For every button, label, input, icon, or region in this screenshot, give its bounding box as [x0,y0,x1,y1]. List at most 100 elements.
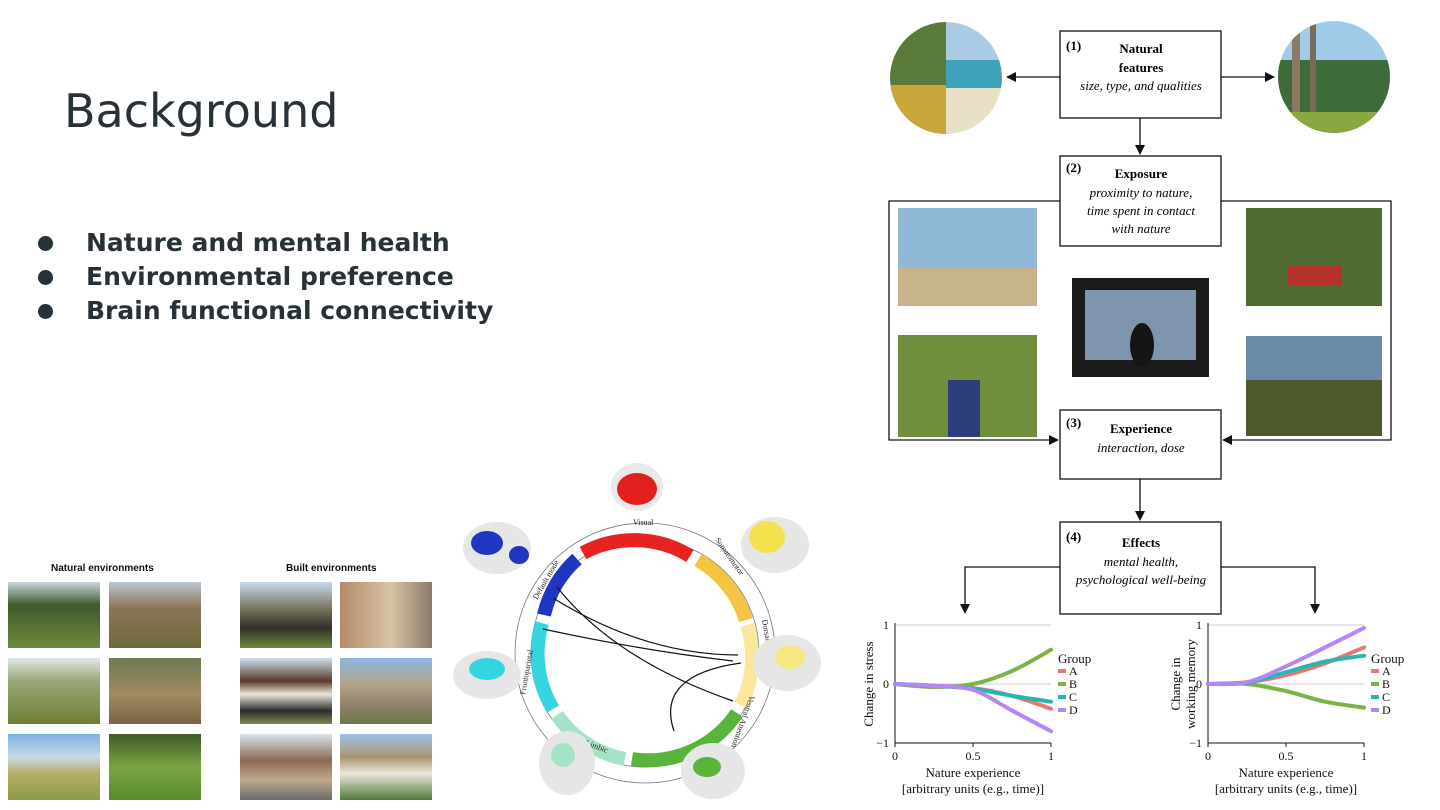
built-photo [340,734,432,800]
box-title: Exposure [1115,166,1168,181]
legend-label: A [1069,664,1078,678]
natural-features-box [1059,30,1222,119]
x-tick-label: 0 [892,749,898,763]
nature-model-diagram: (1) Natural features size, type, and qua… [888,21,1392,615]
built-photo [240,582,332,648]
box-title: Natural [1119,41,1163,56]
x-axis-label: Nature experience [926,765,1021,780]
built-environments-label: Built environments [286,563,377,574]
built-photo [340,658,432,724]
box-number: (3) [1066,415,1081,430]
exposure-left-connector [888,200,1060,445]
y-tick-label: −1 [876,736,889,750]
y-tick-label: 1 [883,618,889,632]
built-photo [340,582,432,648]
built-photo [240,658,332,724]
box-subtitle: interaction, dose [1097,440,1185,455]
network-label: Visual [633,518,654,527]
legend-label: C [1069,690,1077,704]
series-line-d [893,682,1053,734]
bullet-dot-icon [38,304,53,319]
legend-title: Group [1371,651,1404,666]
series-line-c [1206,653,1366,687]
exposure-right-connector [1221,200,1392,445]
bullet-list: Nature and mental health Environmental p… [36,226,493,328]
box-title: features [1119,60,1164,75]
natural-environments-label: Natural environments [51,563,154,574]
y-tick-label: −1 [1189,736,1202,750]
arrow-to-memory-chart [1221,566,1320,614]
legend-label: C [1382,690,1390,704]
box-subtitle: with nature [1111,221,1170,236]
dorsal-attention-brain-image [753,635,821,691]
exposure-box [1059,155,1222,247]
natural-photo [8,734,100,800]
y-tick-label: 1 [1196,618,1202,632]
default-mode-network-arc [537,553,582,617]
frontoparietal-network-arc [530,621,560,713]
box-title: Effects [1122,535,1160,550]
x-tick-label: 1 [1048,749,1054,763]
legend-label: B [1069,677,1077,691]
x-axis-label: [arbitrary units (e.g., time)] [902,781,1044,796]
box-subtitle: psychological well-being [1075,572,1207,587]
slide-title: Background [64,84,339,138]
box-subtitle: size, type, and qualities [1080,78,1202,93]
box-subtitle: time spent in contact [1087,203,1195,218]
legend-label: A [1382,664,1391,678]
bullet-dot-icon [38,270,53,285]
bullet-item: Brain functional connectivity [36,294,493,328]
natural-features-photo-left [890,22,1002,134]
visual-network-arc [579,533,694,563]
natural-photo [109,658,201,724]
somatomotor-network-arc [694,553,753,623]
y-tick-label: 0 [883,677,889,691]
x-tick-label: 1 [1361,749,1367,763]
frontoparietal-brain-image [453,651,521,699]
y-tick-label: 0 [1196,677,1202,691]
natural-features-photo-right [1278,21,1390,133]
dorsal-attention-network-arc [734,622,760,709]
somatomotor-brain-image [741,517,809,573]
default-mode-brain-image [463,522,531,574]
legend-label: D [1382,703,1391,717]
y-axis-label: Change in [1168,657,1183,711]
bullet-dot-icon [38,236,53,251]
legend-label: D [1069,703,1078,717]
bullet-text: Brain functional connectivity [86,296,494,325]
box-number: (4) [1066,529,1081,544]
x-tick-label: 0.5 [966,749,981,763]
arrow-to-stress-chart [960,566,1060,614]
exposure-photo-bench [1246,208,1382,306]
box-subtitle: proximity to nature, [1089,185,1193,200]
box-title: Experience [1110,421,1172,436]
natural-photo [8,658,100,724]
x-axis-label: [arbitrary units (e.g., time)] [1215,781,1357,796]
series-line-b [893,647,1053,689]
natural-photo [109,582,201,648]
legend-title: Group [1058,651,1091,666]
bullet-text: Nature and mental health [86,228,450,257]
box-subtitle: mental health, [1104,554,1178,569]
limbic-brain-image [539,731,595,795]
brain-network-diagram: Visual Somatomotor Dorsal Attention Vent… [453,463,821,799]
box-number: (2) [1066,160,1081,175]
effects-box [1059,521,1222,615]
bullet-item: Nature and mental health [36,226,493,260]
x-axis-label: Nature experience [1239,765,1334,780]
ventral-attention-brain-image [681,743,745,799]
natural-photo [8,582,100,648]
legend-label: B [1382,677,1390,691]
series-line-d [1206,625,1366,687]
bullet-text: Environmental preference [86,262,454,291]
built-photo [240,734,332,800]
box-number: (1) [1066,38,1081,53]
experience-box [1059,409,1222,480]
series-line-b [1206,681,1366,710]
connectivity-chords [542,586,742,732]
y-axis-label: working memory [1183,639,1198,729]
natural-photo [109,734,201,800]
bullet-item: Environmental preference [36,260,493,294]
